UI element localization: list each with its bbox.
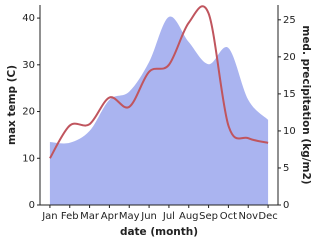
y-tick-label: 30 <box>22 60 35 71</box>
x-tick-label: Jun <box>140 211 157 222</box>
x-tick-label: Jul <box>162 211 175 222</box>
y-tick-label: 10 <box>22 153 35 164</box>
y-tick-label: 40 <box>22 13 35 24</box>
y-tick-label: 0 <box>29 200 35 211</box>
precipitation-area <box>49 16 269 206</box>
x-tick-label: Mar <box>80 211 100 222</box>
y2-tick-label: 5 <box>283 163 289 174</box>
y2-axis-title: med. precipitation (kg/m2) <box>300 25 312 184</box>
x-tick-label: Feb <box>61 211 79 222</box>
temperature-line <box>49 5 269 159</box>
y2-tick-label: 15 <box>283 89 296 100</box>
x-tick-label: Dec <box>258 211 277 222</box>
y-tick-label: 20 <box>22 107 35 118</box>
x-tick-label: Apr <box>101 211 119 222</box>
x-tick-label: Nov <box>238 211 258 222</box>
y-axis-title: max temp (C) <box>6 65 18 145</box>
x-tick-label: Sep <box>199 211 218 222</box>
x-tick-label: Oct <box>220 211 237 222</box>
x-tick-label: May <box>119 211 140 222</box>
x-tick-label: Aug <box>179 211 199 222</box>
y2-tick-label: 10 <box>283 126 296 137</box>
y2-tick-label: 25 <box>283 15 296 26</box>
y2-tick-label: 0 <box>283 200 289 211</box>
y2-tick-label: 20 <box>283 52 296 63</box>
x-axis-title: date (month) <box>120 226 198 238</box>
x-tick-label: Jan <box>41 211 57 222</box>
